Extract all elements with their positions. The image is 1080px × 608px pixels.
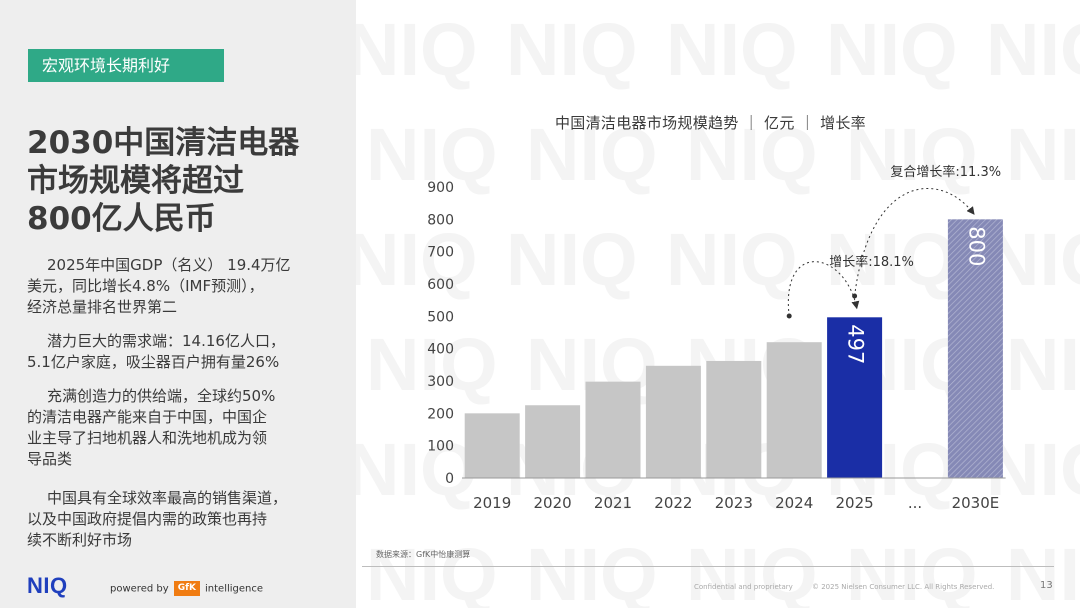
x-tick-label: 2025	[836, 494, 874, 512]
x-tick-label: 2021	[594, 494, 632, 512]
headline: 2030中国清洁电器 市场规模将超过 800亿人民币	[27, 124, 347, 238]
bullet-line: 中国具有全球效率最高的销售渠道，	[47, 489, 288, 507]
bar-2030E	[947, 219, 1003, 479]
watermark-text: NIQ	[846, 113, 978, 196]
watermark-text: NIQ	[1006, 113, 1080, 196]
watermark-text: NIQ	[526, 533, 658, 608]
watermark-text: NIQ	[1006, 323, 1080, 406]
powered-suffix: intelligence	[205, 583, 264, 595]
y-tick-label: 600	[427, 277, 454, 293]
bar-2025	[827, 317, 883, 478]
powered-by: powered by GfK intelligence	[110, 581, 263, 596]
headline-line: 2030中国清洁电器	[27, 125, 300, 161]
bar-2020	[525, 405, 581, 478]
gfk-badge: GfK	[173, 581, 200, 596]
bar-2022	[645, 365, 701, 478]
bar-value-label: 497	[844, 324, 868, 364]
watermark-text: NIQ	[666, 218, 798, 301]
y-tick-label: 200	[427, 406, 454, 422]
y-tick-label: 900	[427, 180, 454, 196]
watermark-background: NIQNIQNIQNIQNIQNIQNIQNIQNIQNIQNIQNIQNIQN…	[356, 0, 1080, 608]
bar-2023	[706, 360, 762, 478]
arrow-start-dot	[786, 313, 792, 319]
bullet-line: 经济总量排名世界第二	[27, 298, 178, 316]
watermark-text: NIQ	[826, 218, 958, 301]
bullet-line: 导品类	[27, 450, 73, 468]
watermark-text: NIQ	[356, 218, 478, 301]
bullet-line: 的清洁电器产能来自于中国，中国企	[27, 408, 268, 426]
arrow-start-dot	[852, 293, 858, 299]
bullet-line: 业主导了扫地机器人和洗地机成为领	[27, 429, 268, 447]
bullet-paragraph-supply: 充满创造力的供给端，全球约50% 的清洁电器产能来自于中国，中国企 业主导了扫地…	[27, 386, 349, 470]
watermark-text: NIQ	[366, 533, 498, 608]
bar-2021	[585, 381, 641, 478]
bullet-line: 充满创造力的供给端，全球约50%	[47, 387, 276, 405]
y-tick-label: 800	[427, 212, 454, 228]
y-tick-label: 400	[427, 342, 454, 358]
section-tag: 宏观环境长期利好	[28, 49, 224, 82]
watermark-text: NIQ	[666, 8, 798, 91]
bullet-line: 美元，同比增长4.8%（IMF预测），	[27, 277, 264, 295]
left-panel	[0, 0, 356, 608]
watermark-text: NIQ	[986, 8, 1080, 91]
bullet-line: 潜力巨大的需求端：14.16亿人口，	[47, 332, 285, 350]
watermark-text: NIQ	[526, 113, 658, 196]
watermark-text: NIQ	[356, 8, 478, 91]
watermark-text: NIQ	[366, 323, 498, 406]
bar-2019	[464, 413, 520, 478]
bar-2024	[766, 342, 822, 478]
page-number: 13	[1040, 580, 1053, 591]
watermark-text: NIQ	[686, 113, 818, 196]
y-tick-label: 100	[427, 439, 454, 455]
x-tick-label: 2024	[775, 494, 813, 512]
watermark-text: NIQ	[356, 428, 478, 511]
y-tick-label: 500	[427, 309, 454, 325]
market-size-chart: 0 100 200 300 400 500 600 700 800 900 2019 2020 2021…	[427, 164, 1006, 512]
bullet-line: 以及中国政府提倡内需的政策也再持	[27, 510, 268, 528]
watermark-text: NIQ	[506, 8, 638, 91]
y-tick-label: 300	[427, 374, 454, 390]
growth-label: 增长率:18.1%	[829, 254, 914, 270]
confidential-note: Confidential and proprietary	[694, 583, 793, 591]
x-tick-label: ...	[908, 494, 922, 512]
bullet-line: 5.1亿户家庭，吸尘器百户拥有量26%	[27, 353, 280, 371]
bullet-paragraph-gdp: 2025年中国GDP（名义） 19.4万亿 美元，同比增长4.8%（IMF预测）…	[27, 255, 349, 318]
watermark-text: NIQ	[366, 113, 498, 196]
growth-label: 复合增长率:11.3%	[890, 164, 1001, 180]
growth-arrow	[854, 188, 975, 297]
copyright-note: © 2025 Nielsen Consumer LLC. All Rights …	[812, 583, 995, 591]
watermark-text: NIQ	[1006, 533, 1080, 608]
data-source: 数据来源：GfK中怡康测算	[376, 550, 471, 559]
bullet-line: 续不断利好市场	[27, 531, 133, 549]
niq-watermark: NIQNIQNIQNIQNIQNIQNIQNIQNIQNIQNIQNIQNIQN…	[356, 8, 1080, 608]
watermark-text: NIQ	[686, 533, 818, 608]
bullet-paragraph-demand: 潜力巨大的需求端：14.16亿人口， 5.1亿户家庭，吸尘器百户拥有量26%	[27, 331, 349, 373]
x-tick-label: 2023	[715, 494, 753, 512]
bullet-paragraph-channel: 中国具有全球效率最高的销售渠道， 以及中国政府提倡内需的政策也再持 续不断利好市…	[27, 488, 349, 551]
watermark-text: NIQ	[846, 533, 978, 608]
x-tick-label: 2030E	[952, 494, 1000, 512]
footer-divider	[362, 566, 1054, 567]
niq-logo: NIQ	[27, 573, 68, 598]
chart-title: 中国清洁电器市场规模趋势 ｜ 亿元 ｜ 增长率	[555, 114, 866, 132]
y-tick-label: 700	[427, 245, 454, 261]
bar-value-label: 800	[964, 226, 988, 266]
x-tick-label: 2020	[534, 494, 572, 512]
headline-line: 市场规模将超过	[27, 163, 244, 199]
x-tick-label: 2019	[473, 494, 511, 512]
powered-prefix: powered by	[110, 583, 169, 595]
bullet-line: 2025年中国GDP（名义） 19.4万亿	[47, 256, 291, 274]
watermark-text: NIQ	[506, 218, 638, 301]
watermark-text: NIQ	[826, 8, 958, 91]
y-tick-label: 0	[445, 471, 454, 487]
x-tick-label: 2022	[654, 494, 692, 512]
headline-line: 800亿人民币	[27, 201, 216, 237]
